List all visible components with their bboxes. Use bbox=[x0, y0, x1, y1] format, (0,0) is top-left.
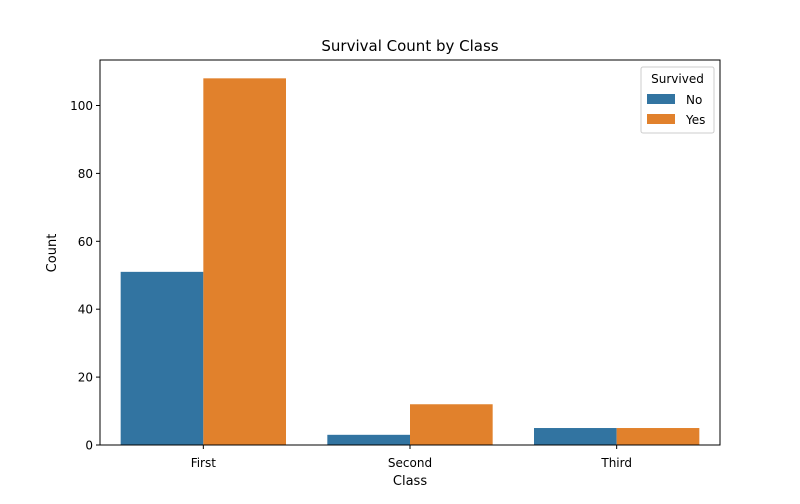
y-axis-ticks: 0 20 40 60 80 100 bbox=[70, 99, 100, 453]
y-tick-label: 60 bbox=[78, 235, 93, 249]
legend-label-no: No bbox=[686, 93, 702, 107]
x-axis-ticks: First Second Third bbox=[191, 445, 632, 470]
legend-swatch-yes bbox=[647, 114, 675, 124]
x-tick-label-third: Third bbox=[600, 456, 632, 470]
y-axis-label: Count bbox=[45, 234, 60, 273]
x-tick-label-second: Second bbox=[388, 456, 432, 470]
legend: Survived No Yes bbox=[640, 66, 715, 134]
y-tick-label: 80 bbox=[78, 167, 93, 181]
bars-group bbox=[120, 78, 700, 445]
y-tick-label: 40 bbox=[78, 303, 93, 317]
bar-first-yes bbox=[203, 78, 286, 445]
legend-title: Survived bbox=[651, 72, 704, 86]
plot-frame bbox=[99, 59, 721, 446]
y-tick-label: 20 bbox=[78, 371, 93, 385]
bar-first-no bbox=[120, 271, 204, 445]
x-axis-label: Class bbox=[393, 474, 427, 489]
bar-second-yes bbox=[410, 404, 493, 445]
x-tick-label-first: First bbox=[191, 456, 217, 470]
chart-title: Survival Count by Class bbox=[321, 37, 498, 55]
legend-swatch-no bbox=[647, 94, 675, 104]
bar-third-no bbox=[534, 428, 617, 445]
legend-label-yes: Yes bbox=[685, 113, 705, 127]
bar-second-no bbox=[327, 434, 410, 445]
bar-third-yes bbox=[616, 428, 700, 445]
y-tick-label: 0 bbox=[85, 439, 93, 453]
y-tick-label: 100 bbox=[70, 99, 93, 113]
